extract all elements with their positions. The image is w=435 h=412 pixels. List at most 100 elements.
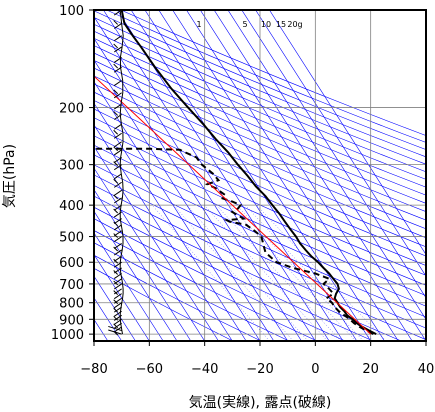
dry-adiabat-line — [94, 218, 346, 341]
wind-barb — [113, 243, 122, 249]
y-tick-label: 900 — [59, 313, 84, 328]
wind-barb — [113, 273, 122, 279]
isotherm-line — [144, 10, 358, 341]
dry-adiabat-line — [94, 75, 426, 221]
wind-barb — [113, 255, 122, 262]
isotherm-line — [227, 10, 426, 320]
wind-barb — [113, 249, 122, 256]
wind-barb — [113, 46, 122, 53]
x-tick-label: −80 — [80, 362, 107, 377]
dry-adiabat-line — [94, 144, 426, 296]
wind-barb — [113, 132, 122, 139]
wind-barb-flag — [113, 63, 119, 69]
wind-barb — [113, 23, 122, 29]
x-tick-label: 0 — [311, 362, 319, 377]
wind-barb-flag — [113, 43, 119, 49]
wind-barb — [113, 66, 122, 73]
dry-adiabat-line — [94, 254, 262, 341]
mixing-ratio-line — [152, 204, 270, 341]
isotherm-line — [94, 145, 219, 341]
wind-barb — [113, 306, 122, 313]
mixing-ratio-label: 1 — [196, 20, 201, 29]
wind-barb — [113, 314, 122, 321]
isotherm-line — [255, 10, 426, 277]
wind-barb — [113, 230, 122, 237]
mixing-ratio-layer — [152, 204, 387, 341]
x-tick-label: 20 — [362, 362, 379, 377]
wind-barbs-layer — [108, 9, 124, 336]
wind-barb — [113, 236, 122, 243]
isotherm-line — [213, 10, 426, 341]
wind-barb — [113, 164, 122, 171]
wind-barb-flag — [113, 246, 119, 252]
dry-adiabat-line — [94, 23, 426, 165]
x-tick-label: −20 — [246, 362, 273, 377]
y-tick-label: 300 — [59, 159, 84, 174]
dry-adiabat-line — [94, 126, 426, 276]
y-tick-label: 100 — [59, 4, 84, 19]
dry-adiabat-line — [94, 67, 426, 212]
isotherm-line — [94, 210, 178, 341]
profiles-layer — [94, 10, 377, 335]
wind-barb — [113, 114, 122, 120]
wind-barb — [113, 197, 122, 204]
mixing-ratio-line — [173, 204, 294, 341]
dry-adiabat-line — [94, 10, 426, 150]
mixing-ratio-line — [256, 204, 387, 341]
reference-profile — [94, 75, 372, 335]
isotherm-line — [94, 275, 136, 341]
wind-barb — [113, 35, 122, 42]
wind-barb — [113, 224, 122, 231]
mixing-ratio-line — [229, 204, 356, 341]
dry-adiabat-line — [94, 83, 426, 230]
wind-barb-flag — [113, 299, 119, 305]
wind-barb — [113, 326, 122, 333]
x-tick-label: 40 — [418, 362, 435, 377]
wind-barb-flag — [113, 233, 119, 238]
mixing-ratio-line — [245, 204, 374, 341]
dry-adiabat-line — [94, 185, 426, 340]
wind-barb-flag — [113, 323, 119, 329]
mixing-ratio-label: 15 — [276, 20, 286, 29]
dry-adiabat-line — [94, 100, 426, 248]
y-tick-label: 1000 — [51, 328, 84, 343]
isotherm-line — [94, 59, 275, 341]
isotherm-line — [103, 10, 316, 341]
isotherm-line — [94, 254, 150, 341]
wind-barb — [113, 297, 122, 304]
wind-barb-flag — [113, 178, 119, 184]
isotherm-line — [94, 232, 164, 341]
isotherm-line — [94, 124, 233, 341]
wind-barb — [113, 267, 122, 274]
x-axis-label: 気温(実線), 露点(破線) — [189, 395, 332, 411]
wind-barb-staff — [119, 9, 124, 335]
dry-adiabat-line — [94, 117, 426, 266]
mixing-ratio-line — [216, 204, 342, 341]
x-tick-label: −40 — [191, 362, 218, 377]
dry-adiabat-line — [94, 45, 426, 188]
mixing-ratio-line — [204, 204, 328, 341]
wind-barb-flag — [113, 194, 119, 200]
isotherm-line — [94, 189, 192, 341]
wind-barb — [113, 310, 122, 317]
dry-adiabat-line — [94, 164, 426, 318]
wind-barb — [113, 288, 122, 295]
dry-adiabat-line — [94, 267, 234, 341]
dry-adiabat-line — [94, 206, 374, 341]
y-tick-label: 400 — [59, 199, 84, 214]
dry-adiabat-line — [94, 135, 426, 286]
y-tick-label: 600 — [59, 256, 84, 271]
wind-barb-flag — [113, 221, 119, 227]
isotherm-line — [186, 10, 399, 341]
wind-barb-flag — [113, 146, 119, 152]
wind-barb — [113, 103, 122, 110]
wind-barb — [113, 283, 122, 290]
wind-barb — [113, 141, 122, 148]
wind-barb-flag — [113, 307, 119, 313]
wind-barb-flag — [113, 258, 119, 264]
temperature-profile — [120, 10, 377, 335]
wind-barb-flag — [113, 111, 119, 116]
dry-adiabat-line — [94, 108, 426, 257]
